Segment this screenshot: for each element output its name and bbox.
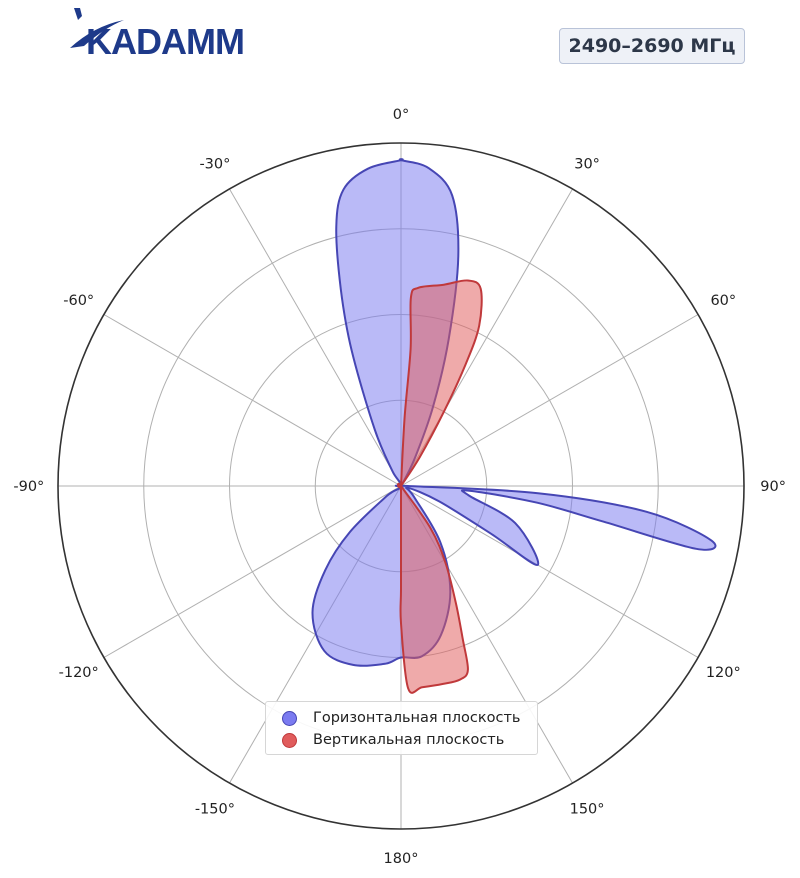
series-layer xyxy=(311,158,717,694)
angle-tick-label: -150° xyxy=(195,801,235,817)
angle-tick-label: -120° xyxy=(59,665,99,681)
series-area xyxy=(397,279,483,694)
legend-item-horizontal: Горизонтальная плоскость xyxy=(282,707,537,729)
angle-tick-label: 180° xyxy=(384,851,419,867)
angle-tick-label: 30° xyxy=(574,157,600,173)
logo-mark xyxy=(74,8,82,20)
frequency-badge: 2490–2690 МГц xyxy=(559,28,745,64)
legend: Горизонтальная плоскость Вертикальная пл… xyxy=(265,701,538,755)
legend-label-horizontal: Горизонтальная плоскость xyxy=(313,710,521,726)
series-1 xyxy=(397,279,483,694)
legend-marker-horizontal xyxy=(282,710,297,726)
angle-tick-label: 0° xyxy=(393,107,409,123)
tick-layer: 0° 30° 60° 90° 120° 150° 180° -150° -120° -90° -60… xyxy=(13,107,786,867)
legend-marker-vertical xyxy=(282,732,297,748)
logo-swoosh xyxy=(70,20,124,48)
angle-tick-label: 60° xyxy=(710,293,736,309)
series-area xyxy=(311,158,717,667)
legend-item-vertical: Вертикальная плоскость xyxy=(282,729,537,751)
kadamm-logo: KADAMM xyxy=(70,8,245,62)
angle-tick-label: 90° xyxy=(760,479,786,495)
angle-tick-label: -30° xyxy=(199,157,230,173)
outer-circle xyxy=(57,142,745,830)
angle-tick-label: 150° xyxy=(570,801,605,817)
angle-tick-label: 120° xyxy=(706,665,741,681)
logo-text: KADAMM xyxy=(86,21,244,62)
angle-tick-label: -90° xyxy=(13,479,44,495)
legend-label-vertical: Вертикальная плоскость xyxy=(313,732,505,748)
angle-tick-label: -60° xyxy=(63,293,94,309)
series-0 xyxy=(311,158,717,667)
